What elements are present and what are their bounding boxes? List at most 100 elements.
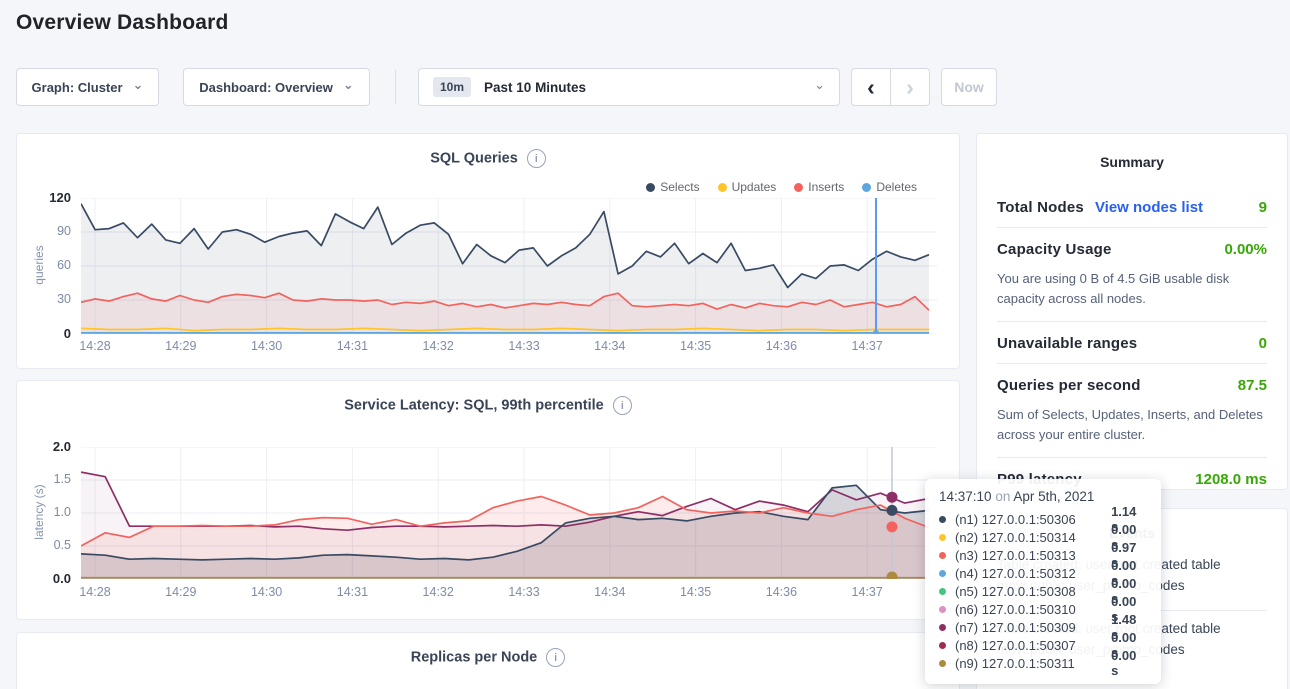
graph-dropdown-label: Graph: Cluster	[31, 79, 123, 95]
time-back-button[interactable]: ‹	[851, 68, 891, 106]
node-address: (n6) 127.0.0.1:50310	[955, 601, 1076, 617]
x-tick-label: 14:31	[336, 339, 369, 353]
tooltip-node-row: (n2) 127.0.0.1:50314 0.00 s	[939, 522, 1147, 552]
divider	[997, 457, 1267, 458]
x-axis-ticks: 14:28 14:29 14:30 14:31 14:32 14:33 14:34 14:35…	[79, 339, 937, 355]
service-latency-plot[interactable]	[81, 447, 937, 579]
node-latency-value: 1.14 s	[1111, 504, 1137, 534]
legend-item-selects[interactable]: Selects	[646, 180, 700, 194]
info-icon[interactable]: i	[612, 396, 632, 415]
tooltip-node-row: (n8) 127.0.0.1:50307 0.00 s	[939, 630, 1147, 660]
legend-dot	[646, 182, 656, 192]
node-color-dot	[939, 659, 946, 667]
node-latency-value: 0.00 s	[1111, 522, 1137, 552]
sql-queries-plot[interactable]	[81, 198, 937, 334]
node-color-dot	[939, 605, 946, 613]
y-tick-label: 60	[57, 258, 71, 272]
legend-item-updates[interactable]: Updates	[717, 180, 776, 194]
node-color-dot	[939, 533, 946, 541]
x-tick-label: 14:30	[250, 339, 283, 353]
x-tick-label: 14:35	[679, 585, 712, 599]
legend-item-deletes[interactable]: Deletes	[862, 180, 917, 194]
legend-label: Selects	[660, 180, 700, 194]
y-tick-label: 1.0	[53, 505, 71, 519]
service-latency-title: Service Latency: SQL, 99th percentile	[344, 397, 604, 414]
total-nodes-value: 9	[1258, 199, 1267, 216]
queries-per-second-label: Queries per second	[997, 377, 1141, 394]
sql-queries-card: SQL Queries i Selects Updates Inserts Delete…	[16, 133, 960, 369]
legend-dot	[862, 182, 872, 192]
y-tick-label: 90	[57, 224, 71, 238]
node-address: (n3) 127.0.0.1:50313	[955, 547, 1076, 563]
page-title: Overview Dashboard	[16, 11, 229, 34]
tooltip-on: on	[995, 489, 1011, 504]
y-tick-label: 2.0	[52, 439, 71, 454]
y-tick-label: 120	[49, 190, 71, 205]
total-nodes-label: Total Nodes	[997, 199, 1084, 216]
time-step-buttons: ‹ ›	[851, 68, 930, 106]
chevron-down-icon: ⌄	[132, 77, 144, 92]
controls-bar: Graph: Cluster ⌄ Dashboard: Overview ⌄ 1…	[0, 68, 1290, 106]
dashboard-dropdown-label: Dashboard: Overview	[199, 79, 333, 95]
node-address: (n8) 127.0.0.1:50307	[955, 637, 1076, 653]
unavailable-ranges-row: Unavailable ranges 0	[997, 322, 1267, 363]
queries-per-second-description: Sum of Selects, Updates, Inserts, and De…	[997, 407, 1263, 442]
time-forward-button[interactable]: ›	[890, 68, 930, 106]
x-tick-label: 14:30	[250, 585, 283, 599]
capacity-usage-value: 0.00%	[1224, 241, 1267, 258]
dashboard-dropdown[interactable]: Dashboard: Overview ⌄	[183, 68, 370, 106]
y-tick-label: 0.0	[52, 571, 71, 586]
tooltip-node-row: (n5) 127.0.0.1:50308 0.00 s	[939, 576, 1147, 606]
capacity-usage-label: Capacity Usage	[997, 241, 1112, 258]
x-tick-label: 14:31	[336, 585, 369, 599]
tooltip-node-row: (n1) 127.0.0.1:50306 1.14 s	[939, 504, 1147, 534]
x-tick-label: 14:29	[165, 585, 197, 599]
chart-hover-tooltip: 14:37:10 on Apr 5th, 2021 (n1) 127.0.0.1…	[925, 479, 1161, 684]
unavailable-ranges-value: 0	[1258, 335, 1267, 352]
node-latency-value: 0.00 s	[1111, 648, 1137, 678]
y-tick-label: 1.5	[53, 472, 71, 486]
node-address: (n2) 127.0.0.1:50314	[955, 529, 1076, 545]
tooltip-node-row: (n3) 127.0.0.1:50313 0.97 s	[939, 540, 1147, 570]
node-latency-value: 1.48 s	[1111, 612, 1137, 642]
y-tick-label: 30	[57, 292, 71, 306]
x-tick-label: 14:28	[79, 585, 111, 599]
x-tick-label: 14:28	[79, 339, 111, 353]
x-tick-label: 14:36	[765, 585, 798, 599]
summary-title: Summary	[1100, 154, 1164, 170]
legend-label: Deletes	[876, 180, 917, 194]
y-tick-label: 0	[63, 326, 71, 341]
y-axis-ticks: 0.0 0.5 1.0 1.5 2.0	[25, 381, 71, 619]
node-latency-value: 0.97 s	[1111, 540, 1137, 570]
node-color-dot	[939, 551, 946, 559]
p99-latency-value: 1208.0 ms	[1195, 471, 1267, 488]
legend-label: Inserts	[808, 180, 845, 194]
node-latency-value: 0.00 s	[1111, 576, 1137, 606]
total-nodes-row: Total Nodes View nodes list 9	[997, 186, 1267, 227]
summary-panel: Summary Total Nodes View nodes list 9 Ca…	[976, 133, 1288, 490]
node-address: (n4) 127.0.0.1:50312	[955, 565, 1076, 581]
x-tick-label: 14:29	[165, 339, 197, 353]
view-nodes-list-link[interactable]: View nodes list	[1094, 199, 1204, 216]
now-button[interactable]: Now	[941, 68, 997, 106]
time-range-picker[interactable]: 10m Past 10 Minutes ⌄	[418, 68, 840, 106]
graph-dropdown[interactable]: Graph: Cluster ⌄	[16, 68, 159, 106]
info-icon[interactable]: i	[526, 149, 546, 168]
service-latency-card: Service Latency: SQL, 99th percentile i l…	[16, 380, 960, 620]
node-latency-value: 0.00 s	[1111, 558, 1137, 588]
divider	[997, 363, 1267, 364]
node-color-dot	[939, 515, 946, 523]
legend-dot	[794, 182, 804, 192]
y-tick-label: 0.5	[53, 538, 71, 552]
replicas-per-node-card: Replicas per Node i	[16, 632, 960, 689]
info-icon[interactable]: i	[546, 648, 566, 667]
x-tick-label: 14:37	[851, 585, 883, 599]
tooltip-node-row: (n4) 127.0.0.1:50312 0.00 s	[939, 558, 1147, 588]
x-tick-label: 14:32	[422, 339, 454, 353]
node-address: (n7) 127.0.0.1:50309	[955, 619, 1076, 635]
divider	[997, 227, 1267, 228]
legend-item-inserts[interactable]: Inserts	[794, 180, 844, 194]
divider	[997, 321, 1267, 322]
sql-queries-legend: Selects Updates Inserts Deletes	[646, 180, 917, 194]
